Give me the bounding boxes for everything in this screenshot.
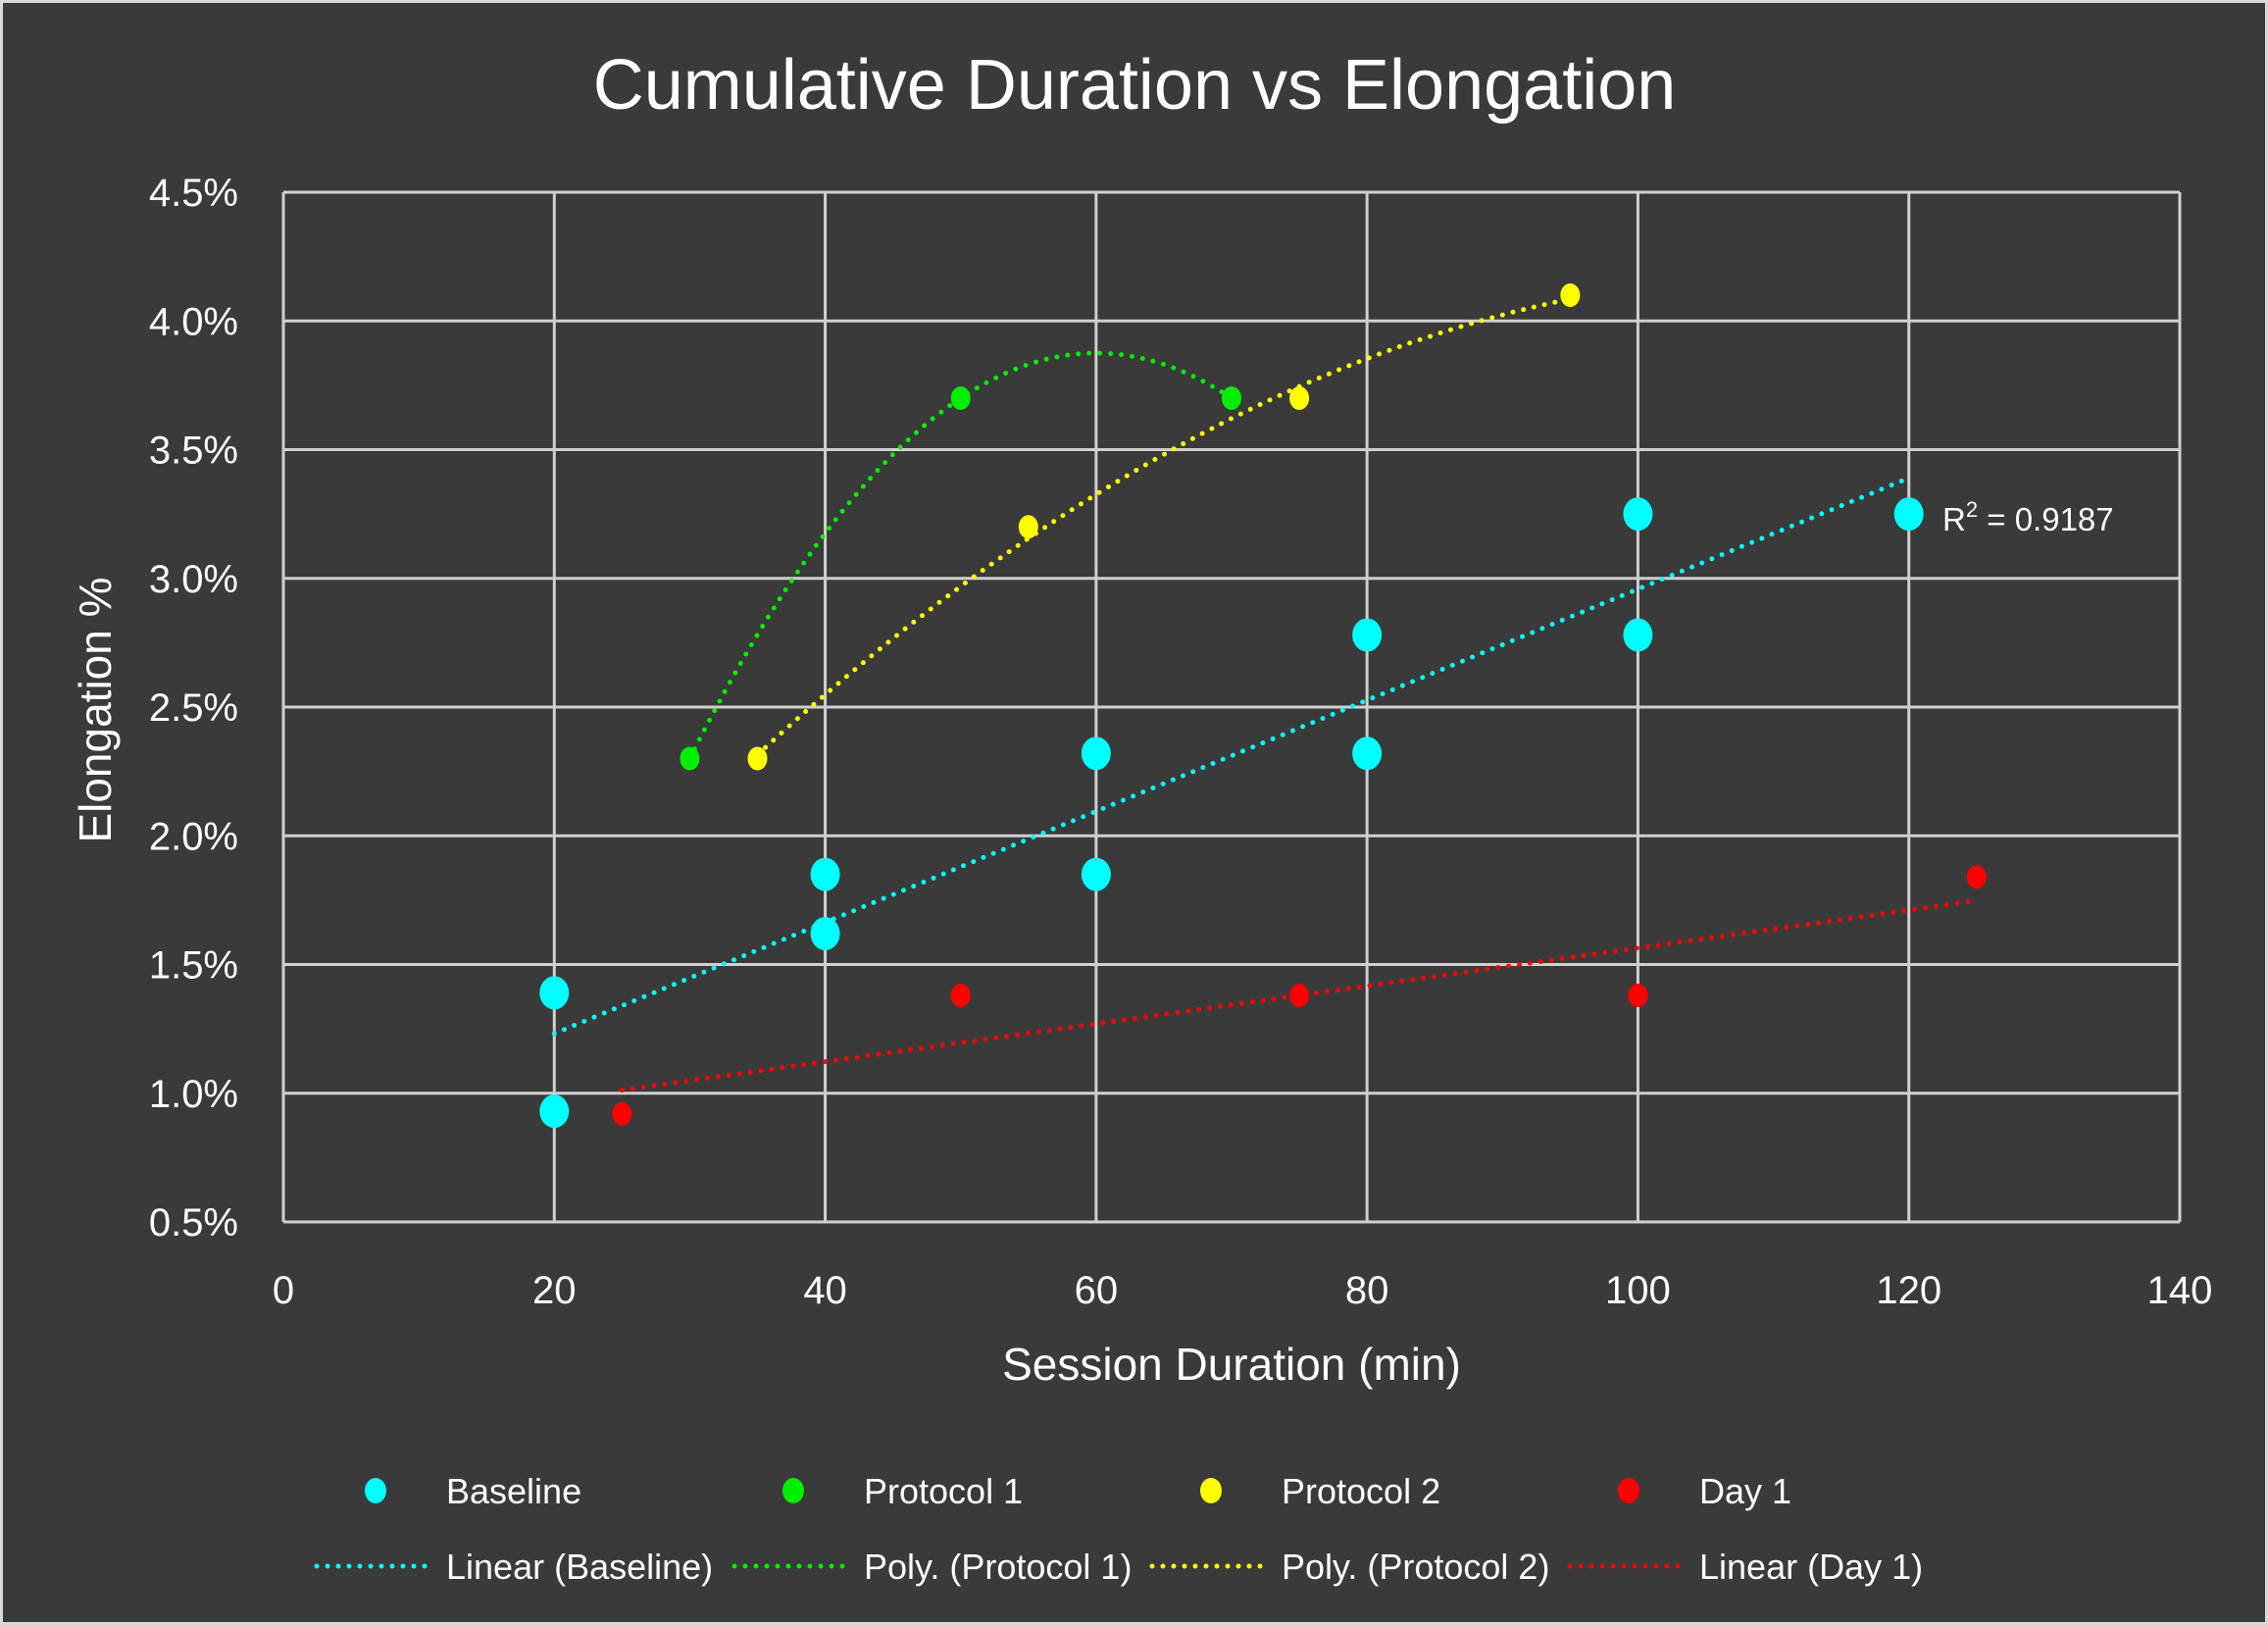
legend-marker — [365, 1478, 386, 1503]
trendline — [619, 897, 1980, 1093]
scatter-chart: Cumulative Duration vs Elongation 0 20 40 6… — [70, 46, 2213, 1587]
data-point — [1623, 497, 1653, 532]
x-tick-label: 60 — [1075, 1269, 1119, 1312]
x-tick-label: 20 — [532, 1269, 577, 1312]
data-point — [1081, 857, 1111, 891]
data-point — [1893, 497, 1924, 532]
data-point — [1289, 386, 1310, 410]
r2-label: R2 = 0.9187 — [1942, 497, 2114, 537]
x-axis-ticks: 0 20 40 60 80 100 120 140 — [273, 1269, 2213, 1312]
legend-marker — [1618, 1478, 1639, 1503]
data-point — [950, 984, 971, 1007]
y-tick-label: 3.0% — [149, 558, 238, 601]
legend-marker — [782, 1478, 804, 1503]
legend-label: Poly. (Protocol 1) — [864, 1547, 1132, 1587]
trendlines — [551, 296, 1980, 1093]
data-points — [539, 283, 1987, 1129]
data-point — [810, 857, 840, 891]
x-tick-label: 120 — [1876, 1269, 1941, 1312]
y-tick-label: 0.5% — [149, 1201, 238, 1244]
y-axis-label: Elongation % — [70, 577, 121, 842]
r2-sup: 2 — [1966, 497, 1978, 522]
y-tick-label: 4.0% — [149, 300, 238, 343]
data-point — [539, 976, 570, 1010]
legend-label: Poly. (Protocol 2) — [1282, 1547, 1549, 1587]
chart-area: Cumulative Duration vs Elongation 0 20 40 6… — [3, 3, 2265, 1622]
x-axis-label: Session Duration (min) — [1002, 1339, 1461, 1390]
data-point — [1966, 865, 1987, 889]
data-point — [1628, 984, 1648, 1007]
legend-label: Linear (Day 1) — [1699, 1547, 1923, 1587]
gridlines — [281, 190, 2182, 1224]
legend-label: Protocol 2 — [1282, 1471, 1440, 1511]
y-tick-label: 4.5% — [149, 172, 238, 215]
data-point — [1222, 386, 1241, 410]
data-point — [1081, 736, 1111, 771]
data-point — [612, 1101, 632, 1126]
x-tick-label: 140 — [2147, 1269, 2213, 1312]
trendline — [755, 296, 1573, 758]
y-tick-label: 1.0% — [149, 1073, 238, 1116]
data-point — [1623, 618, 1653, 652]
data-point — [680, 746, 700, 771]
legend-label: Linear (Baseline) — [446, 1547, 713, 1587]
r2-rest: = 0.9187 — [1978, 501, 2114, 537]
data-point — [539, 1094, 570, 1129]
x-tick-label: 100 — [1605, 1269, 1671, 1312]
y-tick-label: 2.5% — [149, 686, 238, 730]
x-tick-label: 0 — [273, 1269, 294, 1312]
legend-label: Day 1 — [1699, 1471, 1791, 1511]
data-point — [810, 917, 840, 950]
x-tick-label: 80 — [1345, 1269, 1389, 1312]
chart-title: Cumulative Duration vs Elongation — [593, 46, 1677, 125]
r2-base: R — [1942, 501, 1966, 537]
data-point — [1352, 736, 1383, 771]
x-tick-label: 40 — [803, 1269, 847, 1312]
legend-label: Baseline — [446, 1471, 581, 1511]
data-point — [1018, 515, 1038, 539]
data-point — [950, 386, 971, 410]
y-tick-label: 2.0% — [149, 815, 238, 858]
y-axis-ticks: 0.5% 1.0% 1.5% 2.0% 2.5% 3.0% 3.5% 4.0% 4.5% — [149, 172, 238, 1244]
data-point — [1560, 283, 1581, 307]
y-tick-label: 3.5% — [149, 430, 238, 473]
legend-marker — [1200, 1478, 1222, 1503]
trendline — [686, 350, 1235, 761]
data-point — [1352, 618, 1383, 652]
data-point — [1289, 984, 1310, 1007]
trendline — [551, 476, 1912, 1037]
data-point — [747, 746, 768, 771]
y-tick-label: 1.5% — [149, 944, 238, 988]
legend: Baseline Protocol 1 Protocol 2 Day 1 Linear … — [314, 1471, 1923, 1587]
legend-label: Protocol 1 — [864, 1471, 1023, 1511]
